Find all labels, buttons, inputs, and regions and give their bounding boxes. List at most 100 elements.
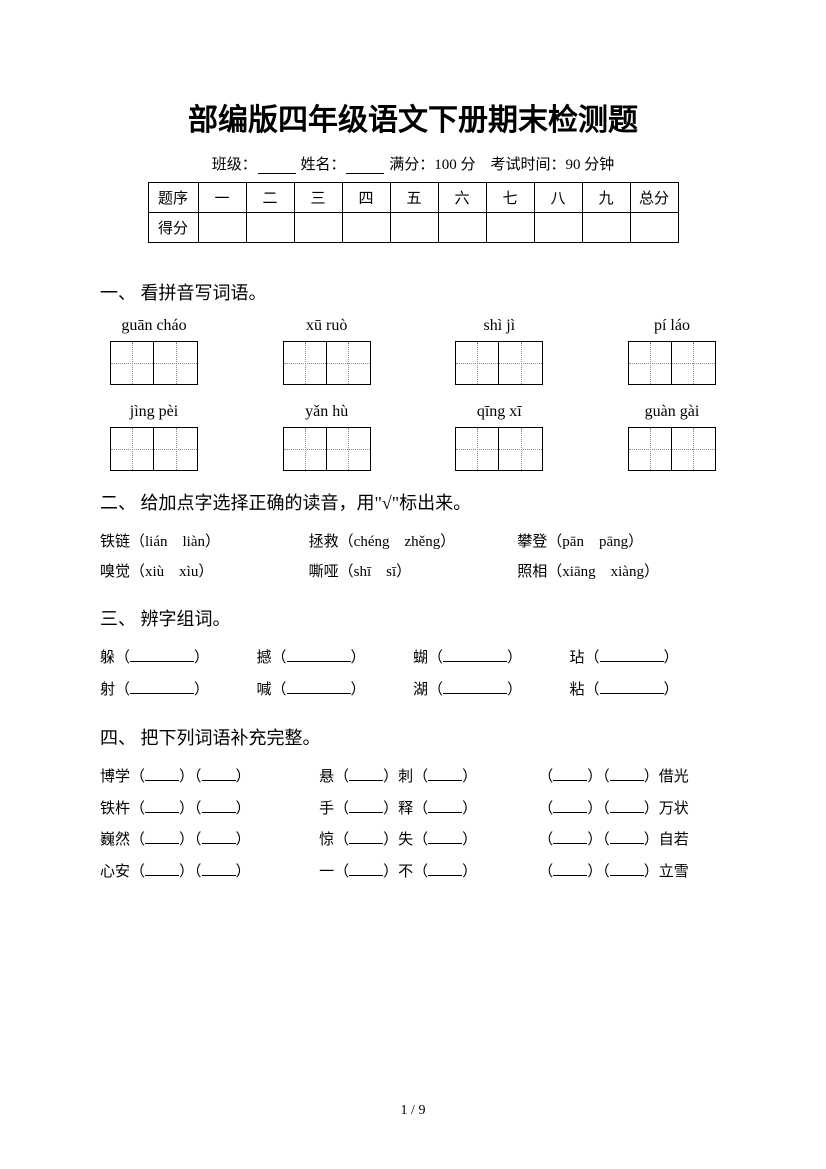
q4-col: 悬（）刺（） xyxy=(319,762,538,794)
char-box[interactable] xyxy=(628,427,672,471)
score-cell[interactable] xyxy=(294,213,342,243)
score-cell[interactable] xyxy=(198,213,246,243)
char-box[interactable] xyxy=(499,427,543,471)
answer-blank[interactable] xyxy=(610,799,644,813)
q4-col: （）（）自若 xyxy=(538,825,726,857)
answer-blank[interactable] xyxy=(610,767,644,781)
char-box[interactable] xyxy=(283,427,327,471)
q2-char: 拯救 xyxy=(309,534,339,550)
answer-blank[interactable] xyxy=(202,862,236,876)
char-box[interactable] xyxy=(499,341,543,385)
time-label: 考试时间： xyxy=(491,157,566,173)
q4-col: 心安（）（） xyxy=(100,857,319,889)
answer-blank[interactable] xyxy=(610,830,644,844)
col-header: 四 xyxy=(342,183,390,213)
pinyin-item: jìng pèi xyxy=(110,403,198,471)
char-box[interactable] xyxy=(154,427,198,471)
score-table: 题序 一 二 三 四 五 六 七 八 九 总分 得分 xyxy=(148,182,679,243)
q2-item: 嗅觉（xiù xìu） xyxy=(100,557,309,587)
answer-blank[interactable] xyxy=(287,648,351,662)
q1-row1: guān cháo xū ruò shì jì pí láo xyxy=(100,317,726,385)
char-box[interactable] xyxy=(283,341,327,385)
q2-item: 拯救（chéng zhěng） xyxy=(309,527,518,557)
char-box[interactable] xyxy=(327,427,371,471)
score-cell[interactable] xyxy=(390,213,438,243)
col-header: 三 xyxy=(294,183,342,213)
answer-blank[interactable] xyxy=(145,862,179,876)
q2-char: 铁链 xyxy=(100,534,130,550)
answer-blank[interactable] xyxy=(553,862,587,876)
score-cell[interactable] xyxy=(486,213,534,243)
q2-opts[interactable]: （shī sī） xyxy=(339,564,412,580)
answer-blank[interactable] xyxy=(600,680,664,694)
q3-char: 粘 xyxy=(570,682,585,698)
name-blank[interactable] xyxy=(346,159,384,174)
answer-blank[interactable] xyxy=(553,830,587,844)
time-value: 90 分钟 xyxy=(566,157,615,173)
char-box[interactable] xyxy=(455,341,499,385)
answer-blank[interactable] xyxy=(600,648,664,662)
pinyin-item: shì jì xyxy=(455,317,543,385)
class-blank[interactable] xyxy=(258,159,296,174)
answer-blank[interactable] xyxy=(610,862,644,876)
score-cell[interactable] xyxy=(582,213,630,243)
answer-blank[interactable] xyxy=(443,648,507,662)
pinyin-label: guān cháo xyxy=(121,317,186,335)
answer-blank[interactable] xyxy=(428,862,462,876)
score-cell[interactable] xyxy=(438,213,486,243)
char-box[interactable] xyxy=(455,427,499,471)
char-box[interactable] xyxy=(110,341,154,385)
answer-blank[interactable] xyxy=(145,767,179,781)
q4-row: 铁杵（）（）手（）释（）（）（）万状 xyxy=(100,794,726,826)
page-number: 1 / 9 xyxy=(0,1103,826,1119)
answer-blank[interactable] xyxy=(428,799,462,813)
answer-blank[interactable] xyxy=(202,830,236,844)
answer-blank[interactable] xyxy=(349,799,383,813)
col-header: 总分 xyxy=(630,183,678,213)
answer-blank[interactable] xyxy=(287,680,351,694)
answer-blank[interactable] xyxy=(202,799,236,813)
q3-item: 玷（） xyxy=(570,643,727,675)
q2-opts[interactable]: （pān pāng） xyxy=(547,534,643,550)
char-box[interactable] xyxy=(154,341,198,385)
q2-opts[interactable]: （lián liàn） xyxy=(130,534,220,550)
answer-blank[interactable] xyxy=(349,862,383,876)
answer-blank[interactable] xyxy=(130,680,194,694)
q4-row: 巍然（）（）惊（）失（）（）（）自若 xyxy=(100,825,726,857)
q4-col: 一（）不（） xyxy=(319,857,538,889)
answer-blank[interactable] xyxy=(202,767,236,781)
answer-blank[interactable] xyxy=(349,767,383,781)
answer-blank[interactable] xyxy=(145,799,179,813)
score-cell[interactable] xyxy=(246,213,294,243)
page-total: 9 xyxy=(418,1103,425,1118)
score-cell[interactable] xyxy=(630,213,678,243)
answer-blank[interactable] xyxy=(553,799,587,813)
q4-col: （）（）借光 xyxy=(538,762,726,794)
q2-opts[interactable]: （chéng zhěng） xyxy=(339,534,456,550)
score-cell[interactable] xyxy=(534,213,582,243)
q2-opts[interactable]: （xiāng xiàng） xyxy=(547,564,659,580)
answer-blank[interactable] xyxy=(145,830,179,844)
answer-blank[interactable] xyxy=(130,648,194,662)
answer-blank[interactable] xyxy=(443,680,507,694)
q4-row: 心安（）（）一（）不（）（）（）立雪 xyxy=(100,857,726,889)
char-box[interactable] xyxy=(628,341,672,385)
char-box[interactable] xyxy=(672,427,716,471)
char-box[interactable] xyxy=(672,341,716,385)
q3-char: 玷 xyxy=(570,650,585,666)
q4-col: 铁杵（）（） xyxy=(100,794,319,826)
char-box[interactable] xyxy=(327,341,371,385)
char-box[interactable] xyxy=(110,427,154,471)
answer-blank[interactable] xyxy=(428,767,462,781)
pinyin-item: guàn gài xyxy=(628,403,716,471)
pinyin-label: qīng xī xyxy=(477,403,522,421)
q3-char: 躲 xyxy=(100,650,115,666)
q2-opts[interactable]: （xiù xìu） xyxy=(130,564,213,580)
answer-blank[interactable] xyxy=(428,830,462,844)
q2-char: 照相 xyxy=(517,564,547,580)
answer-blank[interactable] xyxy=(553,767,587,781)
score-cell[interactable] xyxy=(342,213,390,243)
q4-col: （）（）立雪 xyxy=(538,857,726,889)
fullscore-label: 满分： xyxy=(389,157,434,173)
answer-blank[interactable] xyxy=(349,830,383,844)
